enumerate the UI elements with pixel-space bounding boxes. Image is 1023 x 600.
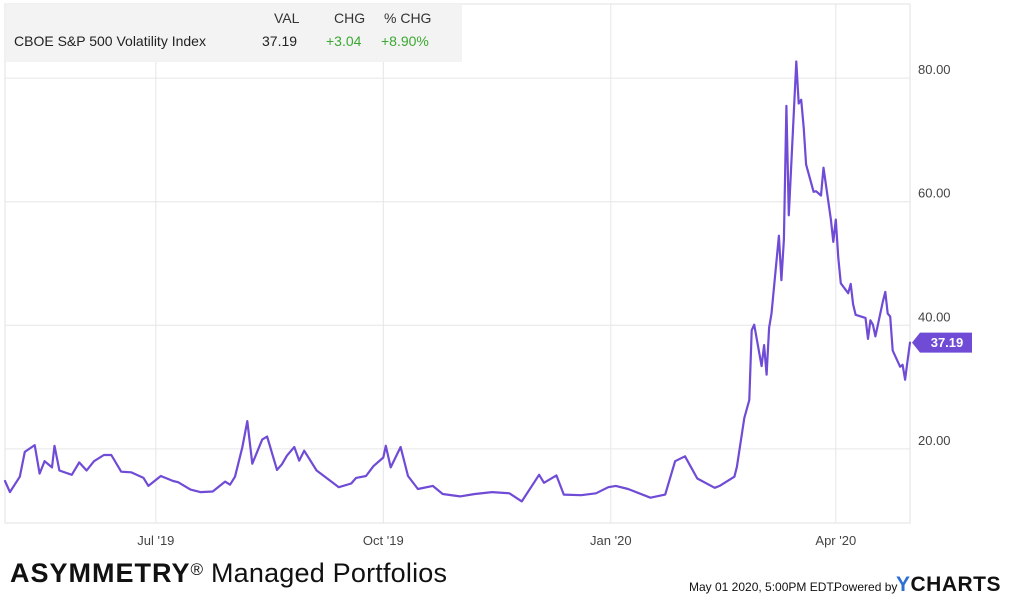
powered-by-label: Powered by [834,580,898,594]
last-value-tag [912,332,972,353]
legend-header-val: VAL [274,10,300,26]
ycharts-logo-y: Y [896,573,911,596]
ycharts-logo-text: CHARTS [910,573,1002,596]
last-value-label: 37.19 [931,335,964,350]
plot-frame [4,3,911,524]
legend-series-name: CBOE S&P 500 Volatility Index [14,33,206,49]
legend-percent-change: +8.90% [381,33,429,49]
legend-value: 37.19 [262,33,298,49]
chart-svg: 20.00 40.00 60.00 80.00 Jul '19 Oct '19 Jan '2… [3,3,972,548]
series-line [3,60,912,503]
x-tick-label: Jul '19 [137,533,174,548]
brand-tagline: Managed Portfolios [203,558,448,588]
brand-logo-text: ASYMMETRY® Managed Portfolios [10,558,447,589]
legend-box: VAL CHG % CHG CBOE S&P 500 Volatility In… [6,4,462,62]
timestamp: May 01 2020, 5:00PM EDT. [689,580,836,594]
brand-registered-mark: ® [190,560,204,579]
x-tick-label: Apr '20 [815,533,856,548]
axes: 20.00 40.00 60.00 80.00 Jul '19 Oct '19 Jan '2… [137,62,950,548]
brand-name: ASYMMETRY [10,558,191,588]
legend-header-pct: % CHG [384,10,432,26]
y-tick-label: 20.00 [918,433,951,448]
legend-change: +3.04 [326,33,362,49]
grid-lines [4,3,911,524]
last-value-marker-group: 37.19 [912,332,972,353]
y-tick-label: 60.00 [918,186,951,201]
y-tick-label: 40.00 [918,309,951,324]
legend-header-chg: CHG [334,10,366,26]
series-group [3,60,912,503]
y-tick-label: 80.00 [918,62,951,77]
x-tick-label: Jan '20 [590,533,632,548]
x-tick-label: Oct '19 [363,533,404,548]
ycharts-logo: YCHARTS [896,573,1001,597]
